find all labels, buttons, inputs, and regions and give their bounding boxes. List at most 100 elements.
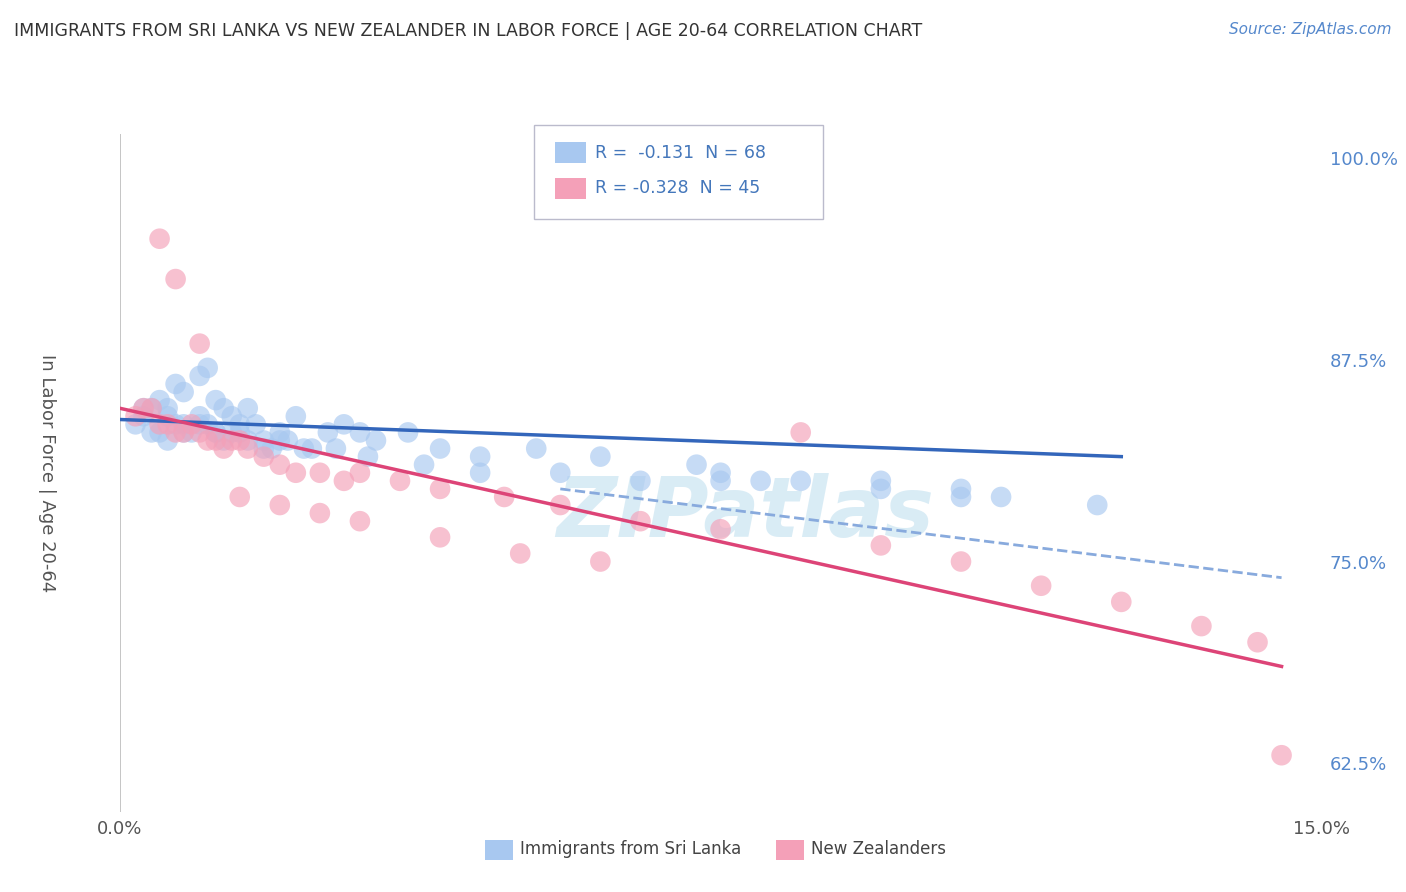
Point [212, 401, 235, 416]
Point [494, 490, 516, 504]
Point [180, 417, 202, 432]
Point [429, 530, 451, 544]
Point [173, 425, 195, 440]
Point [204, 434, 226, 448]
Point [548, 466, 571, 480]
Point [228, 434, 252, 448]
Point [388, 474, 411, 488]
Point [301, 442, 323, 456]
Point [165, 376, 187, 391]
Point [869, 474, 891, 488]
Point [236, 434, 259, 448]
Point [630, 474, 652, 488]
Point [509, 546, 531, 560]
Point [589, 555, 612, 569]
Text: New Zealanders: New Zealanders [811, 840, 946, 858]
Point [132, 409, 155, 424]
Point [309, 506, 332, 520]
Point [333, 417, 356, 432]
Point [212, 434, 235, 448]
Point [292, 442, 315, 456]
Text: R = -0.328  N = 45: R = -0.328 N = 45 [595, 179, 761, 197]
Point [950, 490, 973, 504]
Point [253, 434, 276, 448]
Point [228, 417, 252, 432]
Point [325, 442, 347, 456]
Point [212, 442, 235, 456]
Text: IMMIGRANTS FROM SRI LANKA VS NEW ZEALANDER IN LABOR FORCE | AGE 20-64 CORRELATIO: IMMIGRANTS FROM SRI LANKA VS NEW ZEALAND… [14, 22, 922, 40]
Point [149, 232, 172, 246]
Text: R =  -0.131  N = 68: R = -0.131 N = 68 [595, 144, 766, 161]
Point [197, 417, 219, 432]
Point [269, 498, 291, 512]
Point [1111, 595, 1133, 609]
Point [221, 425, 243, 440]
Point [188, 336, 211, 351]
Point [790, 425, 813, 440]
Point [188, 417, 211, 432]
Point [349, 514, 371, 528]
Point [950, 555, 973, 569]
Point [429, 482, 451, 496]
Text: ZIPatlas: ZIPatlas [555, 473, 934, 554]
Point [1189, 619, 1212, 633]
Point [156, 401, 179, 416]
Point [156, 409, 179, 424]
Point [548, 498, 571, 512]
Point [950, 482, 973, 496]
Point [709, 466, 731, 480]
Point [1271, 748, 1294, 763]
Point [245, 417, 267, 432]
Point [156, 434, 179, 448]
Point [221, 434, 243, 448]
Point [316, 425, 339, 440]
Point [589, 450, 612, 464]
Point [269, 458, 291, 472]
Point [204, 393, 226, 408]
Point [132, 401, 155, 416]
Point [141, 401, 163, 416]
Point [685, 458, 707, 472]
Point [236, 442, 259, 456]
Point [284, 466, 307, 480]
Point [149, 393, 172, 408]
Point [1085, 498, 1108, 512]
Point [165, 425, 187, 440]
Point [357, 450, 380, 464]
Point [269, 434, 291, 448]
Point [413, 458, 436, 472]
Point [236, 401, 259, 416]
Point [165, 417, 187, 432]
Point [124, 409, 146, 424]
Point [333, 474, 356, 488]
Point [156, 417, 179, 432]
Point [204, 425, 226, 440]
Point [309, 466, 332, 480]
Point [709, 522, 731, 536]
Point [188, 368, 211, 383]
Point [349, 466, 371, 480]
Point [180, 425, 202, 440]
Point [869, 538, 891, 552]
Point [149, 417, 172, 432]
Point [429, 442, 451, 456]
Point [277, 434, 299, 448]
Point [221, 409, 243, 424]
Point [470, 466, 492, 480]
Point [269, 425, 291, 440]
Point [141, 425, 163, 440]
Point [284, 409, 307, 424]
Point [790, 474, 813, 488]
Point [253, 450, 276, 464]
Point [228, 425, 252, 440]
Point [1029, 579, 1052, 593]
Point [188, 409, 211, 424]
Point [260, 442, 283, 456]
Point [197, 360, 219, 375]
Point [188, 425, 211, 440]
Point [709, 474, 731, 488]
Point [1246, 635, 1268, 649]
Point [228, 490, 252, 504]
Text: In Labor Force | Age 20-64: In Labor Force | Age 20-64 [38, 353, 56, 592]
Point [749, 474, 772, 488]
